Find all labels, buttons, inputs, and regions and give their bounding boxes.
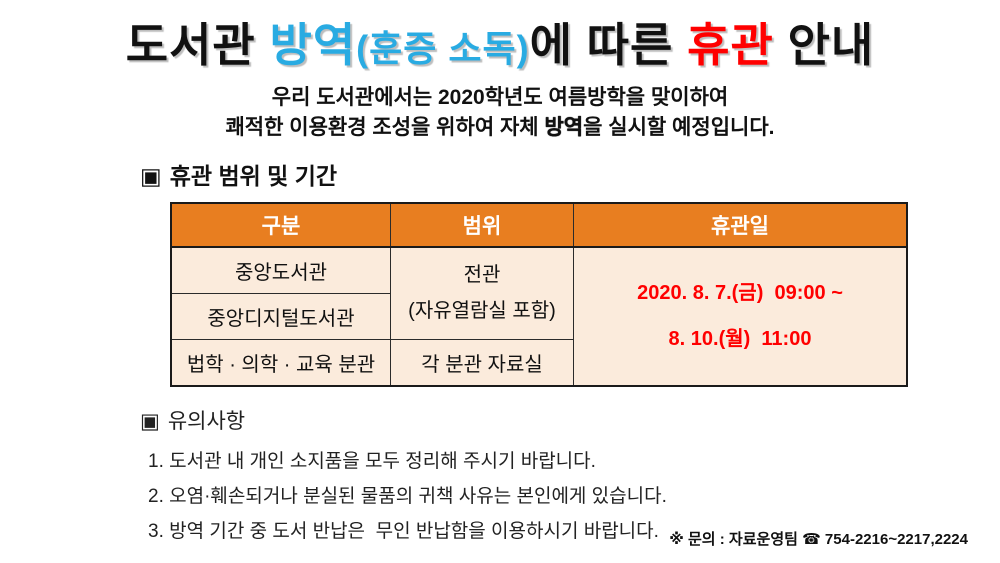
- table-header-row: 구분 범위 휴관일: [170, 202, 908, 248]
- closure-table-body: 중앙도서관 전관 (자유열람실 포함) 2020. 8. 7.(금) 09:00…: [170, 246, 908, 387]
- table-cell-closure-date: 2020. 8. 7.(금) 09:00 ~ 8. 10.(월) 11:00: [573, 246, 908, 387]
- table-cell-scope-merged: 전관 (자유열람실 포함): [390, 246, 574, 340]
- intro-line-2-post: 을 실시할 예정입니다.: [583, 116, 775, 139]
- intro-line-1: 우리 도서관에서는 2020학년도 여름방학을 맞이하여: [271, 86, 729, 110]
- scope-line-2: (자유열람실 포함): [408, 300, 556, 323]
- table-cell-branch-libraries: 법학 · 의학 · 교육 분관: [170, 338, 391, 387]
- section-heading-notes: ▣ 유의사항: [140, 405, 1000, 435]
- closure-table-header: 구분 범위 휴관일: [170, 202, 908, 248]
- closure-table: 구분 범위 휴관일 중앙도서관 전관 (자유열람실 포함) 2020. 8. 7…: [170, 201, 908, 387]
- table-header-closure-date: 휴관일: [573, 202, 908, 248]
- title-segment-disinfection: 방역: [269, 19, 357, 71]
- title-segment-notice: 안내: [773, 19, 875, 71]
- table-cell-digital-library: 중앙디지털도서관: [170, 292, 391, 340]
- table-row: 중앙디지털도서관: [170, 292, 907, 340]
- intro-paragraph: 우리 도서관에서는 2020학년도 여름방학을 맞이하여 쾌적한 이용환경 조성…: [0, 83, 1000, 143]
- table-header-scope: 범위: [390, 202, 574, 248]
- table-cell-central-library: 중앙도서관: [170, 246, 391, 294]
- intro-line-2-pre: 쾌적한 이용환경 조성을 위하여 자체: [225, 116, 545, 139]
- title-segment-closure: 휴관: [687, 19, 774, 71]
- square-bullet-icon: ▣: [140, 409, 160, 433]
- intro-line-2-emphasis: 방역: [544, 116, 584, 139]
- table-row: 법학 · 의학 · 교육 분관 각 분관 자료실: [170, 338, 907, 387]
- section-heading-closure-scope-label: 휴관 범위 및 기간: [169, 162, 338, 189]
- title-segment-fumigation-paren: (훈증 소독): [356, 28, 530, 69]
- table-cell-branch-scope: 각 분관 자료실: [390, 338, 574, 387]
- contact-footer: ※ 문의 : 자료운영팀 ☎ 754-2216~2217,2224: [669, 531, 968, 548]
- notes-list-item: 2. 오염·훼손되거나 분실된 물품의 귀책 사유는 본인에게 있습니다.: [148, 485, 667, 507]
- notes-list: 1. 도서관 내 개인 소지품을 모두 정리해 주시기 바랍니다. 2. 오염·…: [148, 445, 1000, 550]
- section-heading-notes-label: 유의사항: [167, 409, 246, 433]
- title-segment-library: 도서관: [125, 19, 270, 71]
- table-row: 중앙도서관 전관 (자유열람실 포함) 2020. 8. 7.(금) 09:00…: [170, 246, 908, 387]
- intro-line-2: 쾌적한 이용환경 조성을 위하여 자체 방역을 실시할 예정입니다.: [0, 113, 1000, 143]
- table-header-category: 구분: [170, 202, 391, 248]
- notes-list-item: 1. 도서관 내 개인 소지품을 모두 정리해 주시기 바랍니다.: [148, 450, 596, 472]
- page-title: 도서관 방역(훈증 소독)에 따른 휴관 안내: [0, 0, 1000, 73]
- closure-date-line-1: 2020. 8. 7.(금) 09:00 ~: [637, 282, 843, 305]
- closure-date-line-2: 8. 10.(월) 11:00: [668, 328, 812, 351]
- notes-list-item: 3. 방역 기간 중 도서 반납은 무인 반납함을 이용하시기 바랍니다.: [148, 520, 659, 542]
- section-heading-closure-scope: ▣ 휴관 범위 및 기간: [140, 157, 1000, 191]
- square-bullet-icon: ▣: [140, 162, 162, 189]
- title-segment-according: 에 따른: [529, 19, 688, 71]
- scope-line-1: 전관: [463, 264, 501, 287]
